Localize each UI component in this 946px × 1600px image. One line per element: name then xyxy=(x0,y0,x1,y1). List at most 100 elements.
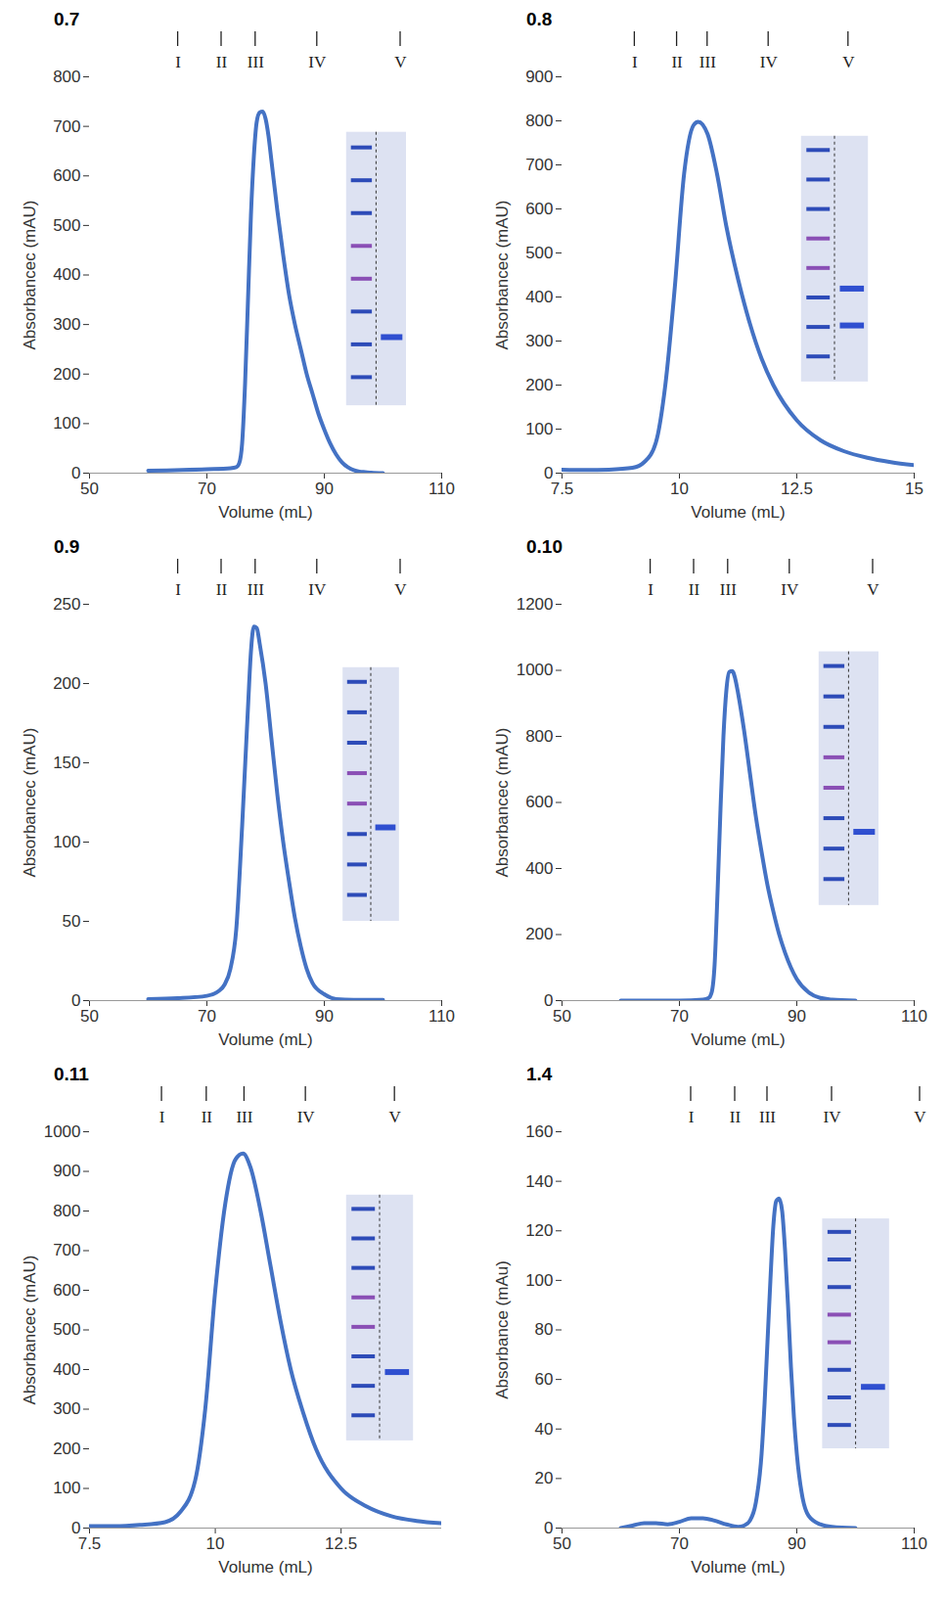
svg-text:900: 900 xyxy=(52,1161,81,1180)
svg-text:I: I xyxy=(631,52,638,72)
svg-text:250: 250 xyxy=(52,594,81,614)
svg-text:600: 600 xyxy=(525,792,553,811)
svg-text:800: 800 xyxy=(52,1201,81,1220)
svg-text:II: II xyxy=(201,1107,214,1127)
svg-text:Absorbancec (mAU): Absorbancec (mAU) xyxy=(493,726,512,877)
svg-text:300: 300 xyxy=(52,1398,81,1418)
svg-text:500: 500 xyxy=(52,216,81,235)
svg-text:IV: IV xyxy=(760,52,779,72)
svg-text:300: 300 xyxy=(525,331,553,351)
svg-text:70: 70 xyxy=(670,1006,689,1026)
svg-text:1200: 1200 xyxy=(516,594,554,614)
svg-text:60: 60 xyxy=(535,1369,554,1389)
svg-text:50: 50 xyxy=(552,1006,572,1026)
svg-text:300: 300 xyxy=(52,315,81,334)
svg-text:400: 400 xyxy=(525,287,553,307)
svg-text:IV: IV xyxy=(308,580,327,599)
svg-text:12.5: 12.5 xyxy=(780,479,813,498)
svg-text:I: I xyxy=(159,1107,166,1127)
svg-text:I: I xyxy=(688,1107,695,1127)
svg-text:1000: 1000 xyxy=(44,1122,82,1141)
svg-text:V: V xyxy=(842,52,856,72)
svg-text:II: II xyxy=(671,52,683,72)
svg-text:Volume (mL): Volume (mL) xyxy=(690,1030,785,1049)
svg-text:II: II xyxy=(216,52,228,72)
svg-text:IV: IV xyxy=(823,1107,843,1127)
svg-text:50: 50 xyxy=(552,1533,572,1553)
svg-text:IV: IV xyxy=(780,580,800,599)
svg-text:90: 90 xyxy=(787,1006,807,1026)
svg-text:200: 200 xyxy=(52,1439,81,1458)
svg-text:Absorbancec (mAU): Absorbancec (mAU) xyxy=(20,726,40,877)
svg-text:160: 160 xyxy=(525,1122,553,1141)
svg-text:400: 400 xyxy=(52,1359,81,1379)
svg-text:Volume (mL): Volume (mL) xyxy=(218,502,313,522)
svg-text:600: 600 xyxy=(52,166,81,185)
svg-text:110: 110 xyxy=(900,1533,928,1553)
svg-text:V: V xyxy=(389,1107,403,1127)
svg-text:20: 20 xyxy=(535,1468,554,1487)
svg-text:III: III xyxy=(759,1107,776,1127)
svg-text:III: III xyxy=(720,580,737,599)
svg-text:Volume (mL): Volume (mL) xyxy=(690,1557,785,1577)
svg-text:70: 70 xyxy=(197,479,217,498)
svg-text:1000: 1000 xyxy=(516,660,554,679)
svg-text:III: III xyxy=(235,1107,253,1127)
svg-text:50: 50 xyxy=(80,479,99,498)
svg-text:10: 10 xyxy=(670,479,689,498)
svg-text:200: 200 xyxy=(52,364,81,384)
svg-text:800: 800 xyxy=(525,726,553,746)
svg-text:110: 110 xyxy=(900,1006,928,1026)
svg-text:IV: IV xyxy=(308,52,327,72)
svg-text:800: 800 xyxy=(52,67,81,87)
svg-text:I: I xyxy=(647,580,654,599)
svg-text:100: 100 xyxy=(52,1478,81,1497)
svg-text:IV: IV xyxy=(297,1107,316,1127)
svg-text:10: 10 xyxy=(206,1533,226,1553)
svg-text:7.5: 7.5 xyxy=(550,479,575,498)
svg-text:400: 400 xyxy=(52,265,81,284)
svg-text:80: 80 xyxy=(535,1319,554,1339)
svg-text:500: 500 xyxy=(52,1319,81,1339)
svg-text:V: V xyxy=(394,580,407,599)
svg-text:12.5: 12.5 xyxy=(324,1533,358,1553)
svg-text:7.5: 7.5 xyxy=(78,1533,102,1553)
svg-text:50: 50 xyxy=(80,1006,99,1026)
svg-text:90: 90 xyxy=(315,479,334,498)
svg-text:200: 200 xyxy=(52,674,81,693)
svg-text:II: II xyxy=(688,580,701,599)
svg-text:I: I xyxy=(175,52,181,72)
svg-text:400: 400 xyxy=(525,858,553,878)
svg-text:V: V xyxy=(866,580,880,599)
svg-text:90: 90 xyxy=(787,1533,807,1553)
svg-text:III: III xyxy=(699,52,717,72)
svg-text:700: 700 xyxy=(525,155,553,175)
svg-text:700: 700 xyxy=(52,1240,81,1260)
svg-text:III: III xyxy=(247,52,265,72)
svg-text:V: V xyxy=(913,1107,927,1127)
svg-text:50: 50 xyxy=(62,911,82,931)
svg-text:70: 70 xyxy=(197,1006,217,1026)
svg-text:200: 200 xyxy=(525,375,553,395)
svg-text:140: 140 xyxy=(525,1171,553,1191)
svg-text:II: II xyxy=(729,1107,742,1127)
svg-text:100: 100 xyxy=(525,419,553,439)
svg-text:900: 900 xyxy=(525,67,553,87)
svg-text:III: III xyxy=(247,580,265,599)
svg-text:V: V xyxy=(394,52,407,72)
svg-text:100: 100 xyxy=(52,832,81,852)
svg-text:15: 15 xyxy=(904,479,924,498)
svg-text:110: 110 xyxy=(428,479,455,498)
svg-text:800: 800 xyxy=(525,111,553,131)
svg-text:Absorbancec (mAU): Absorbancec (mAU) xyxy=(493,199,512,350)
svg-text:Volume (mL): Volume (mL) xyxy=(218,1030,313,1049)
svg-text:Absorbancec (mAU): Absorbancec (mAU) xyxy=(20,199,40,350)
svg-text:Absorbance (mAu): Absorbance (mAu) xyxy=(493,1260,512,1399)
svg-text:110: 110 xyxy=(428,1006,455,1026)
svg-text:600: 600 xyxy=(525,199,553,219)
svg-text:40: 40 xyxy=(535,1419,554,1439)
svg-text:II: II xyxy=(216,580,228,599)
svg-text:100: 100 xyxy=(52,413,81,433)
svg-text:150: 150 xyxy=(52,753,81,772)
svg-text:200: 200 xyxy=(525,924,553,944)
